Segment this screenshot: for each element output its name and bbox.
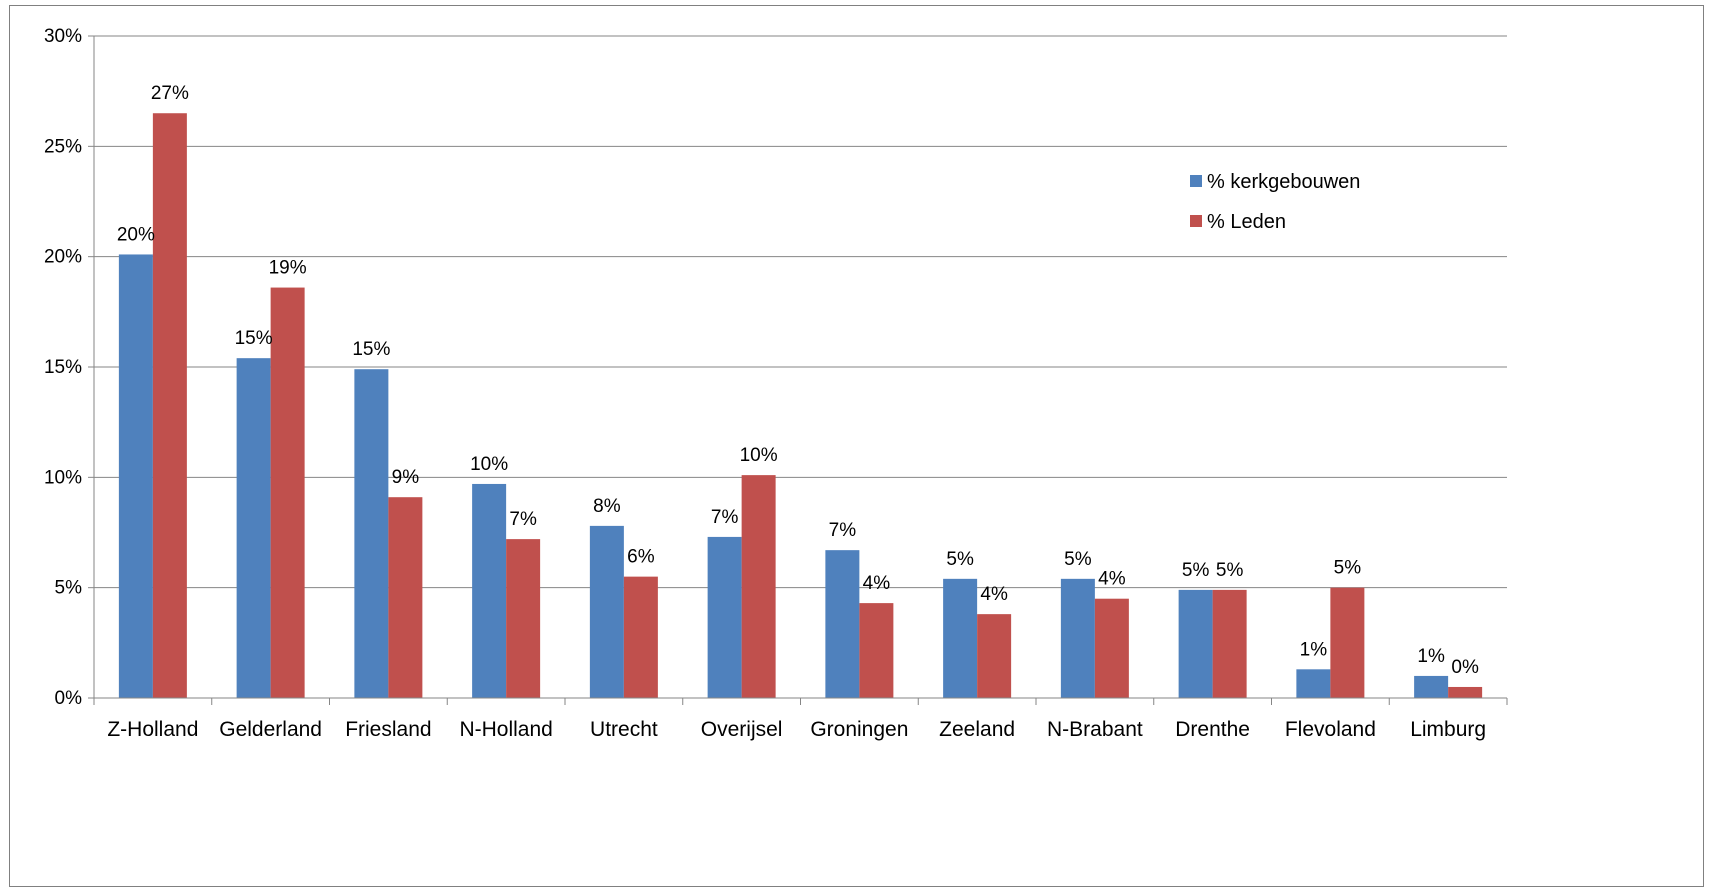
bar-leden	[977, 614, 1012, 698]
bar-leden	[623, 576, 658, 698]
bar-kerkgebouwen	[1414, 675, 1449, 698]
data-label: 0%	[1451, 657, 1479, 678]
y-tick-label: 15%	[44, 357, 82, 378]
data-label: 10%	[470, 454, 508, 475]
data-label: 15%	[352, 339, 390, 360]
x-tick-label: Flevoland	[1285, 718, 1376, 741]
bar-kerkgebouwen	[943, 578, 978, 698]
bar-leden	[506, 539, 541, 698]
data-label: 1%	[1417, 646, 1445, 667]
data-label: 9%	[392, 467, 420, 488]
bar-kerkgebouwen	[1060, 578, 1095, 698]
data-label: 7%	[829, 520, 857, 541]
legend: % kerkgebouwen % Leden	[1190, 171, 1360, 233]
y-tick-label: 30%	[44, 26, 82, 47]
y-tick-label: 10%	[44, 467, 82, 488]
data-label: 4%	[1098, 569, 1126, 590]
bar-leden	[859, 603, 894, 698]
y-tick-label: 0%	[55, 688, 83, 709]
data-label: 5%	[1334, 558, 1362, 579]
bar-kerkgebouwen	[236, 358, 271, 698]
bar-leden	[1212, 589, 1247, 698]
data-label: 19%	[269, 258, 307, 279]
data-label: 15%	[235, 328, 273, 349]
x-tick-label: N-Holland	[459, 718, 552, 741]
data-label: 5%	[946, 549, 974, 570]
chart-area: 0% 5% 10% 15% 20% 25% 30% Z-Holland Gelderland Fr…	[9, 5, 1704, 887]
legend-label: % kerkgebouwen	[1207, 171, 1360, 193]
bar-leden	[1448, 686, 1483, 698]
data-label: 4%	[980, 584, 1008, 605]
data-label: 4%	[863, 573, 891, 594]
bar-leden	[152, 113, 187, 698]
x-tick-label: Utrecht	[590, 718, 658, 741]
x-tick-label: Zeeland	[939, 718, 1015, 741]
bar-chart: 0% 5% 10% 15% 20% 25% 30% Z-Holland Gelderland Fr…	[44, 26, 1508, 741]
y-tick-label: 25%	[44, 136, 82, 157]
bar-kerkgebouwen	[472, 483, 507, 698]
data-label: 27%	[151, 83, 189, 104]
legend-swatch	[1190, 175, 1202, 187]
bar-leden	[741, 475, 776, 698]
y-tick-label: 5%	[55, 578, 83, 599]
bar-leden	[1330, 587, 1365, 698]
data-label: 7%	[711, 507, 739, 528]
axes: 0% 5% 10% 15% 20% 25% 30% Z-Holland Gelderland Fr…	[44, 26, 1508, 741]
x-tick-label: Z-Holland	[107, 718, 198, 741]
data-label: 7%	[509, 509, 537, 530]
data-label: 20%	[117, 224, 155, 245]
bar-kerkgebouwen	[707, 536, 742, 698]
bar-kerkgebouwen	[1178, 589, 1213, 698]
data-label: 5%	[1064, 549, 1092, 570]
data-label: 5%	[1182, 560, 1210, 581]
x-tick-label: Friesland	[345, 718, 431, 741]
bars	[118, 113, 1483, 698]
data-label: 10%	[740, 445, 778, 466]
bar-kerkgebouwen	[825, 550, 860, 698]
legend-swatch	[1190, 215, 1202, 227]
y-tick-label: 20%	[44, 247, 82, 268]
data-label: 8%	[593, 496, 621, 517]
gridlines	[94, 35, 1507, 589]
data-label: 1%	[1300, 639, 1328, 660]
bar-leden	[1094, 598, 1129, 698]
x-tick-label: Limburg	[1410, 718, 1486, 741]
bar-kerkgebouwen	[589, 525, 624, 698]
bar-kerkgebouwen	[118, 254, 153, 698]
data-label: 6%	[627, 547, 655, 568]
x-tick-label: N-Brabant	[1047, 718, 1143, 741]
bar-kerkgebouwen	[1296, 669, 1331, 698]
data-label: 5%	[1216, 560, 1244, 581]
bar-kerkgebouwen	[354, 369, 389, 698]
x-tick-label: Overijsel	[701, 718, 783, 741]
bar-leden	[388, 497, 423, 698]
legend-label: % Leden	[1207, 211, 1286, 233]
x-tick-label: Groningen	[810, 718, 908, 741]
x-tick-label: Gelderland	[219, 718, 322, 741]
bar-leden	[270, 287, 305, 698]
x-tick-label: Drenthe	[1175, 718, 1250, 741]
data-labels: 20% 15% 15% 10% 8% 7% 7% 5% 5% 5% 1% 1% 27% 19% 9% 7% 6%…	[117, 83, 1479, 678]
